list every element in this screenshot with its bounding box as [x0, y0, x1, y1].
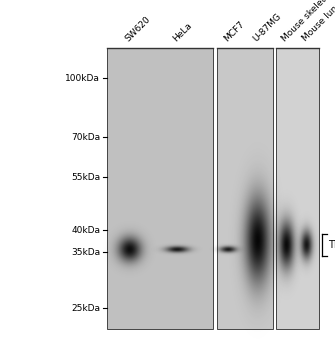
Text: 25kDa: 25kDa — [71, 304, 100, 313]
Text: 100kDa: 100kDa — [65, 74, 100, 83]
Text: U-87MG: U-87MG — [252, 11, 283, 43]
Bar — [217, 48, 273, 329]
Text: TPM2: TPM2 — [328, 240, 335, 250]
Bar — [276, 48, 319, 329]
Text: HeLa: HeLa — [171, 20, 194, 43]
Text: Mouse lung: Mouse lung — [300, 0, 335, 43]
Text: SW620: SW620 — [123, 14, 152, 43]
Bar — [107, 48, 213, 329]
Text: 40kDa: 40kDa — [71, 226, 100, 235]
Text: MCF7: MCF7 — [222, 19, 246, 43]
Text: 55kDa: 55kDa — [71, 173, 100, 182]
Text: 35kDa: 35kDa — [71, 248, 100, 257]
Text: 70kDa: 70kDa — [71, 133, 100, 142]
Text: Mouse skeletal muscle: Mouse skeletal muscle — [280, 0, 335, 43]
